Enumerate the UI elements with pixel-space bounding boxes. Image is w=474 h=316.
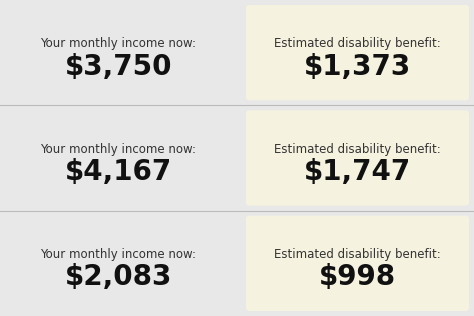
Text: Your monthly income now:: Your monthly income now: (40, 37, 197, 50)
Text: $1,373: $1,373 (304, 53, 411, 81)
Text: $1,747: $1,747 (304, 158, 411, 186)
Text: $3,750: $3,750 (65, 53, 172, 81)
FancyBboxPatch shape (246, 216, 469, 311)
FancyBboxPatch shape (246, 110, 469, 206)
Text: $4,167: $4,167 (65, 158, 172, 186)
Text: Estimated disability benefit:: Estimated disability benefit: (274, 143, 441, 155)
FancyBboxPatch shape (246, 5, 469, 100)
Text: Estimated disability benefit:: Estimated disability benefit: (274, 37, 441, 50)
Text: $2,083: $2,083 (65, 263, 172, 291)
Text: Your monthly income now:: Your monthly income now: (40, 248, 197, 261)
Text: Your monthly income now:: Your monthly income now: (40, 143, 197, 155)
Text: $998: $998 (319, 263, 396, 291)
Text: Estimated disability benefit:: Estimated disability benefit: (274, 248, 441, 261)
